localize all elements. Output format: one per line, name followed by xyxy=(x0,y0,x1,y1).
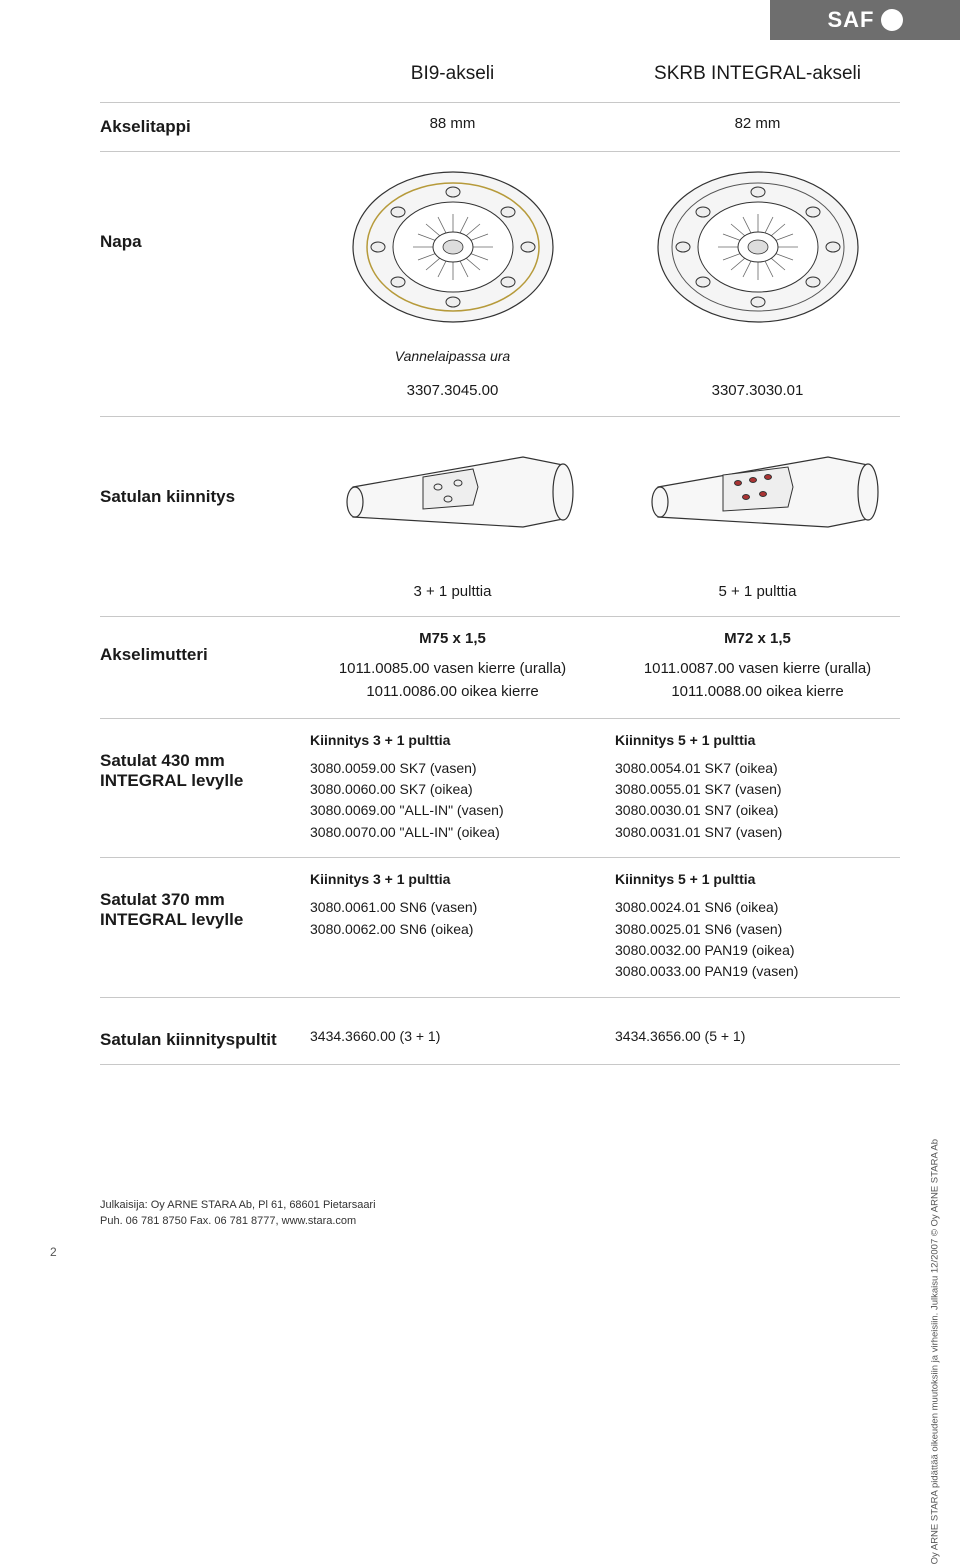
list-item: 3080.0024.01 SN6 (oikea) xyxy=(615,897,900,917)
akselimutteri-a-title: M75 x 1,5 xyxy=(310,628,595,650)
list-item: 3080.0062.00 SN6 (oikea) xyxy=(310,919,595,939)
divider xyxy=(100,857,900,858)
row-napa: Napa xyxy=(100,162,900,332)
page-content: BI9-akseli SKRB INTEGRAL-akseli Akselita… xyxy=(0,0,960,1279)
row-satulan-kiinnitys: Satulan kiinnitys xyxy=(100,427,900,567)
satulan-kiinnitys-a: 3 + 1 pulttia xyxy=(310,581,615,603)
list-item: 3080.0032.00 PAN19 (oikea) xyxy=(615,940,900,960)
list-item: 3080.0060.00 SK7 (oikea) xyxy=(310,779,595,799)
satulat370-b-title: Kiinnitys 5 + 1 pulttia xyxy=(615,869,900,889)
label-napa: Napa xyxy=(100,162,310,252)
footer-line-2: Puh. 06 781 8750 Fax. 06 781 8777, www.s… xyxy=(100,1214,376,1229)
akselimutteri-b-l1: 1011.0087.00 vasen kierre (uralla) xyxy=(615,658,900,680)
divider xyxy=(100,151,900,152)
axle-illustration-a xyxy=(310,427,595,567)
kiinnityspultit-b: 3434.3656.00 (5 + 1) xyxy=(615,1026,900,1046)
divider xyxy=(100,416,900,417)
satulat430-b-title: Kiinnitys 5 + 1 pulttia xyxy=(615,730,900,750)
label-kiinnityspultit: Satulan kiinnityspultit xyxy=(100,1026,310,1050)
label-satulan-kiinnitys: Satulan kiinnitys xyxy=(100,427,310,507)
row-kiinnityspultit: Satulan kiinnityspultit 3434.3660.00 (3 … xyxy=(100,1026,900,1050)
row-partnums: 3307.3045.00 3307.3030.01 xyxy=(100,380,900,402)
satulat370-b-list: Kiinnitys 5 + 1 pulttia 3080.0024.01 SN6… xyxy=(615,868,900,982)
label-satulat430: Satulat 430 mm INTEGRAL levylle xyxy=(100,729,310,791)
list-item: 3080.0030.01 SN7 (oikea) xyxy=(615,800,900,820)
akselimutteri-a-l1: 1011.0085.00 vasen kierre (uralla) xyxy=(310,658,595,680)
col-header-a: BI9-akseli xyxy=(310,60,615,88)
footer-line-1: Julkaisija: Oy ARNE STARA Ab, Pl 61, 686… xyxy=(100,1198,376,1213)
divider xyxy=(100,997,900,998)
header-row: BI9-akseli SKRB INTEGRAL-akseli xyxy=(100,60,900,88)
hub-illustration-a xyxy=(310,162,595,332)
caption-a: Vannelaipassa ura xyxy=(310,346,615,366)
label-akselitappi: Akselitappi xyxy=(100,113,310,137)
divider xyxy=(100,1064,900,1065)
divider xyxy=(100,718,900,719)
hub-illustration-b xyxy=(615,162,900,332)
list-item: 3080.0031.01 SN7 (vasen) xyxy=(615,822,900,842)
divider xyxy=(100,616,900,617)
side-copyright: Oy ARNE STARA pidättää oikeuden muutoksi… xyxy=(929,1139,940,1564)
satulan-kiinnitys-b: 5 + 1 pulttia xyxy=(615,581,900,603)
divider xyxy=(100,102,900,103)
list-item: 3080.0059.00 SK7 (vasen) xyxy=(310,758,595,778)
list-item: 3080.0055.01 SK7 (vasen) xyxy=(615,779,900,799)
akselitappi-b: 82 mm xyxy=(615,113,900,135)
kiinnityspultit-a: 3434.3660.00 (3 + 1) xyxy=(310,1026,615,1046)
list-item: 3080.0070.00 "ALL-IN" (oikea) xyxy=(310,822,595,842)
list-item: 3080.0069.00 "ALL-IN" (vasen) xyxy=(310,800,595,820)
row-akselimutteri: Akselimutteri M75 x 1,5 1011.0085.00 vas… xyxy=(100,627,900,703)
row-caption: Vannelaipassa ura xyxy=(100,346,900,366)
satulat370-a-list: Kiinnitys 3 + 1 pulttia 3080.0061.00 SN6… xyxy=(310,868,615,940)
list-item: 3080.0061.00 SN6 (vasen) xyxy=(310,897,595,917)
list-item: 3080.0025.01 SN6 (vasen) xyxy=(615,919,900,939)
partnum-a: 3307.3045.00 xyxy=(310,380,615,402)
row-satulan-kiinnitys-vals: 3 + 1 pulttia 5 + 1 pulttia xyxy=(100,581,900,603)
label-akselimutteri: Akselimutteri xyxy=(100,627,310,665)
list-item: 3080.0054.01 SK7 (oikea) xyxy=(615,758,900,778)
partnum-b: 3307.3030.01 xyxy=(615,380,900,402)
label-satulat370: Satulat 370 mm INTEGRAL levylle xyxy=(100,868,310,930)
satulat430-a-title: Kiinnitys 3 + 1 pulttia xyxy=(310,730,595,750)
akselimutteri-a-l2: 1011.0086.00 oikea kierre xyxy=(310,681,595,703)
satulat430-b-list: Kiinnitys 5 + 1 pulttia 3080.0054.01 SK7… xyxy=(615,729,900,843)
axle-illustration-b xyxy=(615,427,900,567)
row-satulat430: Satulat 430 mm INTEGRAL levylle Kiinnity… xyxy=(100,729,900,843)
akselimutteri-b-l2: 1011.0088.00 oikea kierre xyxy=(615,681,900,703)
row-akselitappi: Akselitappi 88 mm 82 mm xyxy=(100,113,900,137)
col-header-b: SKRB INTEGRAL-akseli xyxy=(615,60,900,88)
akselitappi-a: 88 mm xyxy=(310,113,615,135)
akselimutteri-b-title: M72 x 1,5 xyxy=(615,628,900,650)
footer-publisher: Julkaisija: Oy ARNE STARA Ab, Pl 61, 686… xyxy=(100,1198,376,1229)
page-number: 2 xyxy=(50,1245,57,1259)
row-satulat370: Satulat 370 mm INTEGRAL levylle Kiinnity… xyxy=(100,868,900,982)
satulat430-a-list: Kiinnitys 3 + 1 pulttia 3080.0059.00 SK7… xyxy=(310,729,615,843)
list-item: 3080.0033.00 PAN19 (vasen) xyxy=(615,961,900,981)
satulat370-a-title: Kiinnitys 3 + 1 pulttia xyxy=(310,869,595,889)
